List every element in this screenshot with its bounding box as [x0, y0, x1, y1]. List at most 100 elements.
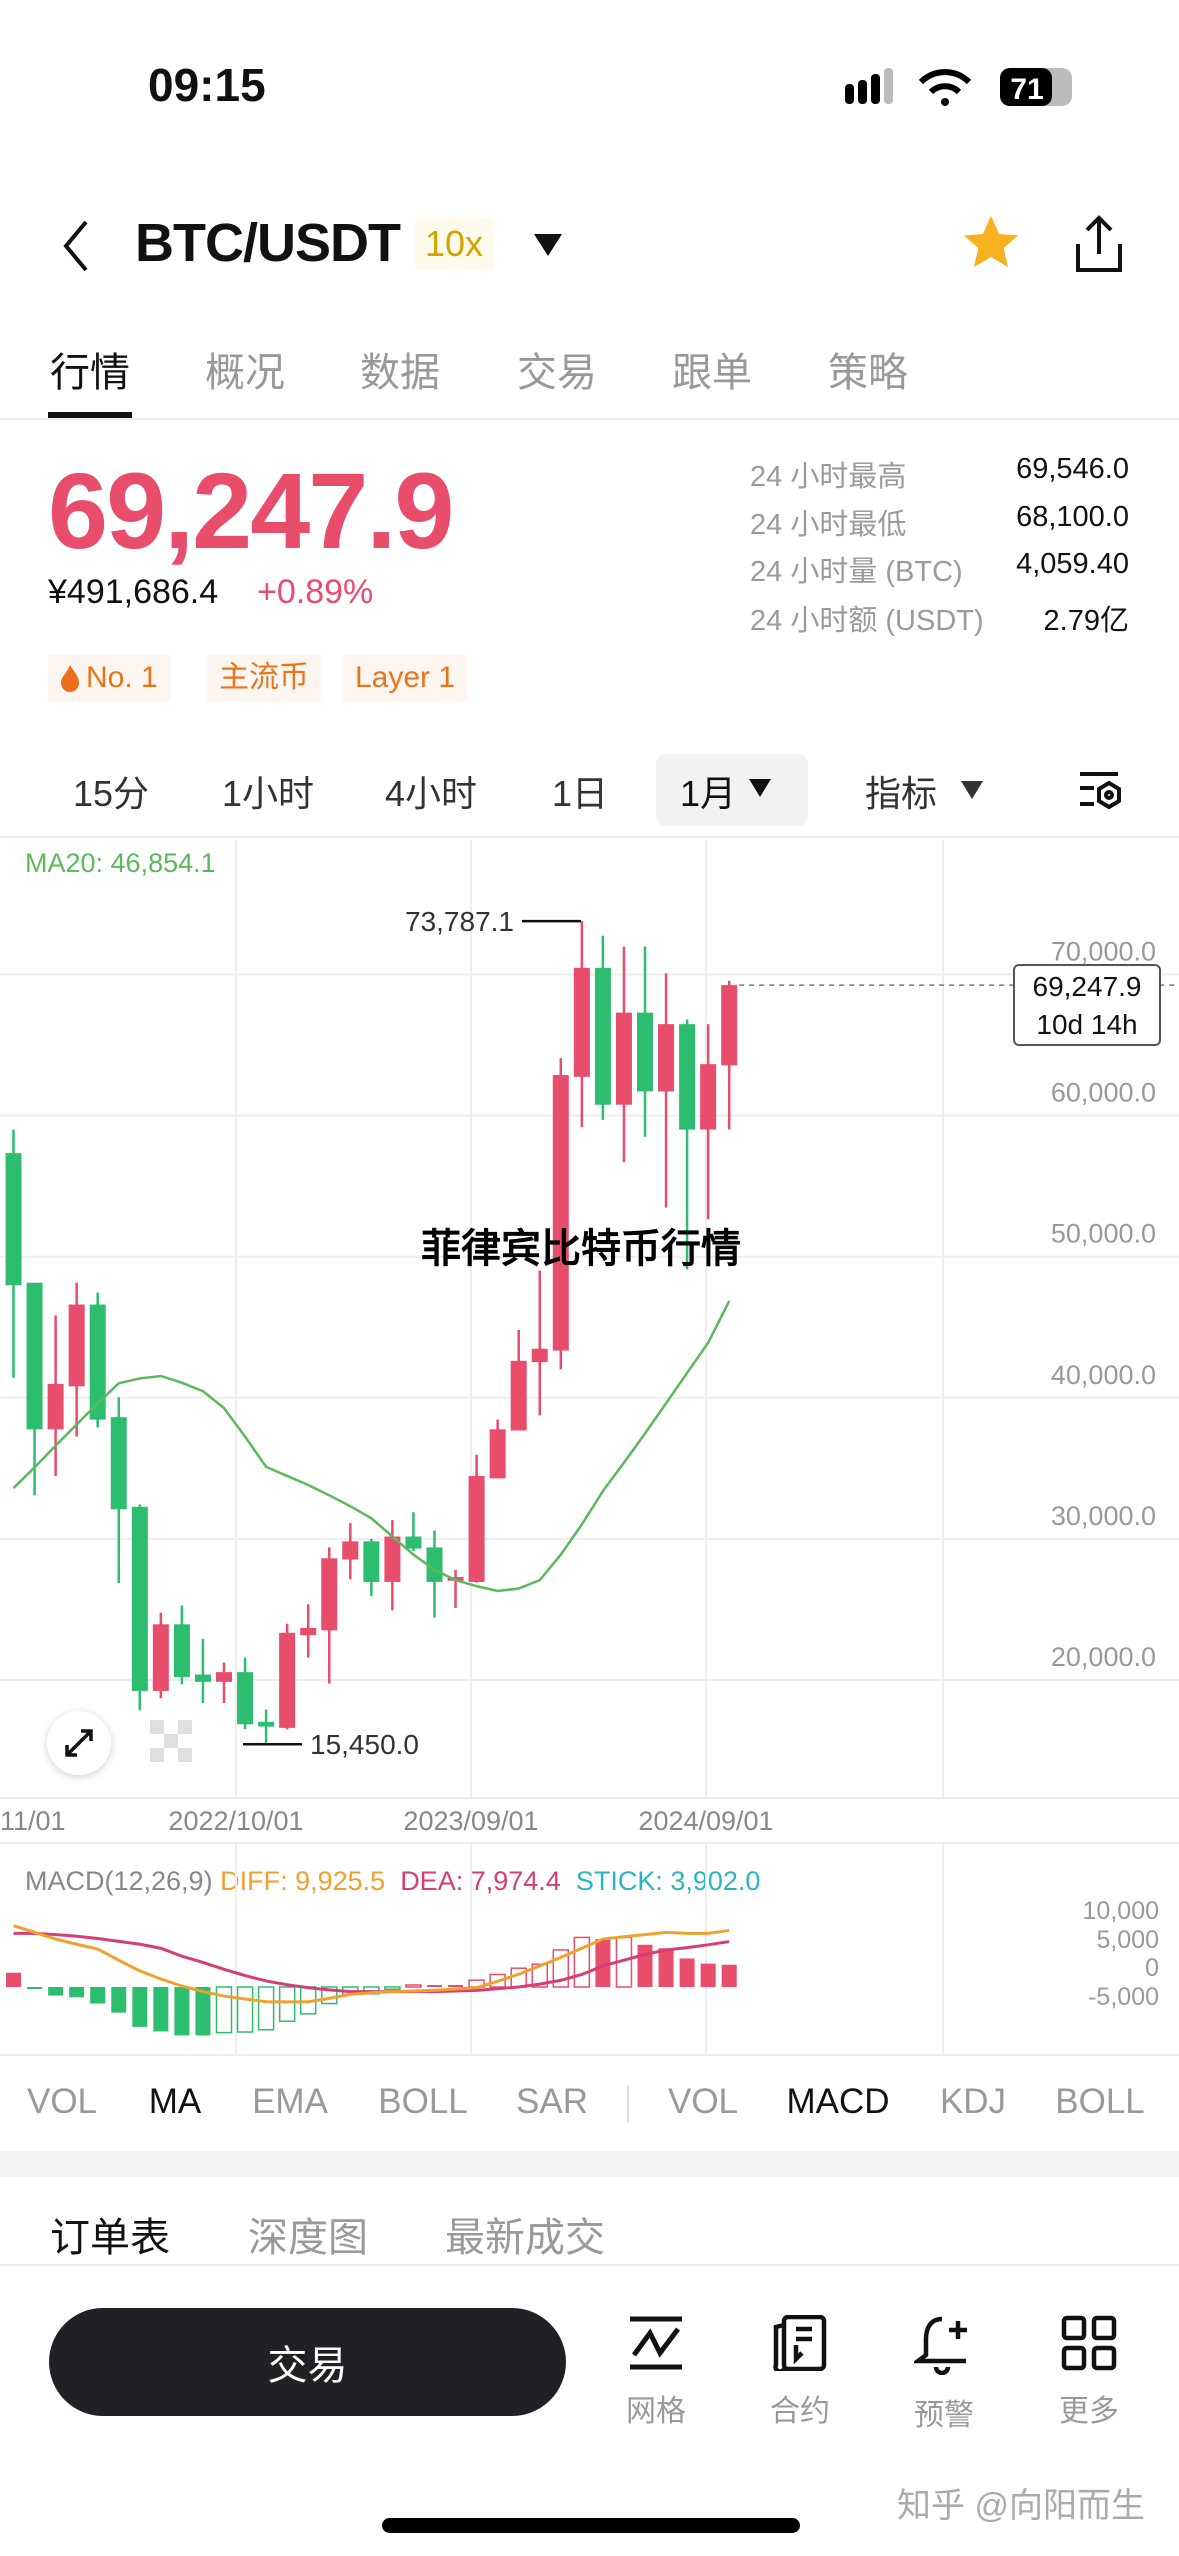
low-marker-label: 15,450.0 — [310, 1729, 419, 1760]
more-apps-icon — [1061, 2315, 1117, 2371]
bottom-label: 网格 — [626, 2395, 686, 2428]
macd-histogram-bar — [278, 1986, 296, 2022]
tag-layer1[interactable]: Layer 1 — [343, 655, 468, 701]
divider — [0, 418, 1179, 420]
tab-order-book[interactable]: 订单表 — [50, 2216, 170, 2260]
last-price-tag: 69,247.9 10d 14h — [1013, 964, 1161, 1046]
y-tick-label: 60,000.0 — [1051, 1078, 1156, 1108]
tag-label: No. 1 — [86, 661, 158, 694]
macd-dea: DEA: 7,974.4 — [400, 1866, 561, 1896]
macd-histogram-bar — [405, 1984, 422, 1988]
share-icon[interactable] — [1072, 214, 1126, 274]
timeframe-selected-bg — [656, 754, 808, 826]
indicator-ma[interactable]: MA — [148, 2082, 202, 2121]
macd-histogram-bar — [257, 1986, 275, 2031]
candle-body — [363, 1541, 380, 1582]
back-icon[interactable] — [58, 218, 94, 274]
logo-square — [178, 1748, 192, 1762]
okx-logo — [150, 1720, 192, 1762]
candle-body — [468, 1475, 485, 1582]
chart-settings-icon[interactable] — [1078, 768, 1124, 812]
candle-body — [194, 1674, 211, 1682]
macd-histogram-bar — [658, 1948, 674, 1987]
tab-data[interactable]: 数据 — [360, 351, 440, 395]
pair-title[interactable]: BTC/USDT — [135, 213, 401, 273]
tab-strategy[interactable]: 策略 — [828, 351, 908, 395]
indicator-sar[interactable]: SAR — [516, 2082, 588, 2121]
candle-body — [721, 985, 738, 1066]
ma20-line — [12, 1300, 731, 1593]
macd-histogram-bar — [637, 1944, 653, 1987]
candle-body — [26, 1282, 43, 1430]
indicator-ema[interactable]: EMA — [252, 2082, 328, 2121]
tab-trade[interactable]: 交易 — [517, 351, 597, 395]
favorite-star-icon[interactable] — [960, 212, 1022, 274]
y-tick-label: 50,000.0 — [1051, 1219, 1156, 1249]
fire-icon — [61, 665, 79, 692]
chevron-down-icon — [749, 779, 771, 797]
macd-histogram-bar — [679, 1958, 695, 1987]
bottom-label: 合约 — [770, 2395, 830, 2428]
candle-body — [173, 1624, 190, 1677]
x-axis-label: 2024/09/01 — [638, 1806, 774, 1836]
macd-histogram-bar — [215, 1986, 233, 2034]
tab-latest-trades[interactable]: 最新成交 — [445, 2216, 605, 2260]
bottom-label: 更多 — [1059, 2395, 1119, 2428]
tab-market[interactable]: 行情 — [50, 351, 130, 395]
macd-histogram-bar — [90, 1987, 106, 2004]
y-tick-label: 40,000.0 — [1051, 1360, 1156, 1390]
stat-label: 24 小时最低 — [750, 509, 907, 541]
timeframe-1h[interactable]: 1小时 — [222, 773, 315, 814]
tag-rank[interactable]: No. 1 — [48, 655, 170, 701]
candle-body — [658, 1024, 675, 1092]
candle-body — [405, 1536, 422, 1549]
indicator-menu[interactable]: 指标 — [865, 773, 938, 814]
grid-bot-icon — [630, 2316, 682, 2370]
x-axis-label: 11/01 — [0, 1806, 66, 1836]
macd-stick: STICK: 3,902.0 — [575, 1866, 761, 1896]
candlestick-chart[interactable]: 70,000.0 60,000.0 50,000.0 40,000.0 30,000.0… — [0, 840, 1179, 1798]
macd-diff: DIFF: 9,925.5 — [220, 1866, 386, 1896]
indicator-sub-boll[interactable]: BOLL — [1055, 2082, 1145, 2121]
indicator-sub-vol[interactable]: VOL — [667, 2082, 739, 2121]
grid-bot-button[interactable]: 网格 — [596, 2315, 716, 2430]
macd-histogram-bar — [236, 1986, 254, 2033]
tab-depth-chart[interactable]: 深度图 — [248, 2216, 368, 2260]
logo-square — [150, 1720, 164, 1734]
macd-histogram-bar — [448, 1985, 464, 1988]
macd-histogram-bar — [700, 1963, 716, 1987]
indicator-kdj[interactable]: KDJ — [939, 2082, 1007, 2121]
indicator-macd[interactable]: MACD — [786, 2082, 890, 2121]
watermark: 知乎 @向阳而生 — [897, 2487, 1145, 2525]
cny-price: ¥491,686.4 — [48, 573, 219, 611]
candle-body — [342, 1541, 359, 1560]
candle-body — [615, 1012, 632, 1105]
indicator-vol[interactable]: VOL — [26, 2082, 98, 2121]
x-axis-label: 2022/10/01 — [168, 1806, 304, 1836]
tab-active-underline — [48, 412, 132, 418]
signal-icon — [845, 68, 893, 104]
candle-body — [89, 1304, 106, 1420]
candle-body — [552, 1075, 569, 1351]
candle-body — [47, 1383, 64, 1430]
fullscreen-button[interactable] — [47, 1711, 111, 1775]
tag-mainstream[interactable]: 主流币 — [207, 655, 321, 701]
pair-dropdown-icon[interactable] — [532, 232, 564, 258]
contract-button[interactable]: 合约 — [740, 2314, 860, 2430]
timeframe-15m[interactable]: 15分 — [73, 773, 150, 814]
expand-icon — [65, 1729, 93, 1757]
timeframe-1M[interactable]: 1月 — [680, 773, 737, 814]
macd-histogram-bar — [195, 1987, 211, 2036]
indicator-boll[interactable]: BOLL — [378, 2082, 468, 2121]
candle-countdown: 10d 14h — [1036, 1009, 1138, 1040]
candle-body — [510, 1360, 527, 1431]
tab-copy-trading[interactable]: 跟单 — [672, 351, 752, 395]
more-button[interactable]: 更多 — [1029, 2315, 1149, 2430]
stat-value: 69,546.0 — [1016, 453, 1129, 485]
alert-button[interactable]: 预警 — [884, 2315, 1004, 2434]
tab-overview[interactable]: 概况 — [205, 351, 285, 395]
trade-button[interactable]: 交易 — [49, 2308, 566, 2416]
macd-histogram-bar — [153, 1987, 169, 2032]
timeframe-4h[interactable]: 4小时 — [385, 773, 478, 814]
timeframe-1d[interactable]: 1日 — [552, 773, 609, 814]
